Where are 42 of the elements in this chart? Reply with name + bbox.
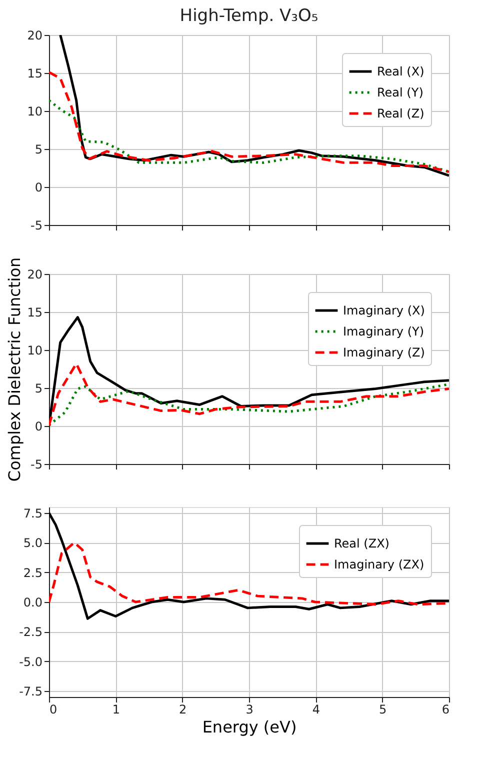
legend-label: Imaginary (Z) <box>343 346 425 360</box>
legend-label: Real (X) <box>377 64 424 78</box>
y-tick-label: 0.0 <box>23 596 42 610</box>
x-tick-label: 2 <box>179 702 187 716</box>
y-tick-label: 15 <box>27 306 42 320</box>
y-tick-label: 0 <box>34 420 42 434</box>
y-tick-label: 20 <box>27 268 42 282</box>
x-tick-label: 4 <box>312 702 320 716</box>
y-tick-label: -7.5 <box>19 684 42 699</box>
x-tick-label: 1 <box>112 702 120 716</box>
legend-label: Real (Y) <box>377 86 424 100</box>
y-tick-label: -5 <box>30 458 42 472</box>
x-tick-label: 3 <box>246 702 254 716</box>
y-tick-label: -2.5 <box>19 625 42 640</box>
y-tick-label: 0 <box>34 180 42 194</box>
x-tick-label: 0 <box>50 702 58 716</box>
chart-title: High-Temp. V₃O₅ <box>180 6 318 26</box>
x-tick-label: 6 <box>442 702 450 716</box>
y-tick-label: 5 <box>34 382 42 396</box>
x-axis-title: Energy (eV) <box>202 718 297 736</box>
line-series <box>49 362 449 426</box>
y-tick-label: 20 <box>27 28 42 42</box>
y-tick-label: 10 <box>27 344 42 358</box>
y-tick-label: 5 <box>34 142 42 156</box>
legend-label: Imaginary (ZX) <box>334 558 424 572</box>
line-series <box>49 512 449 620</box>
y-tick-label: -5.0 <box>19 654 42 669</box>
x-tick-label: 5 <box>379 702 387 716</box>
y-tick-label: 5.0 <box>23 536 42 550</box>
y-tick-label: 2.5 <box>23 566 42 580</box>
legend-label: Imaginary (X) <box>343 304 425 318</box>
y-tick-label: 7.5 <box>23 506 42 520</box>
legend-label: Real (Z) <box>377 106 424 120</box>
y-tick-label: -5 <box>30 218 42 232</box>
y-tick-label: 15 <box>27 66 42 80</box>
legend-label: Real (ZX) <box>334 536 390 550</box>
legend-label: Imaginary (Y) <box>343 324 424 338</box>
line-series <box>49 99 449 174</box>
y-tick-label: 10 <box>27 104 42 118</box>
line-series <box>49 316 449 428</box>
line-series <box>49 382 449 426</box>
y-axis-title: Complex Dielectric Function <box>5 257 24 482</box>
